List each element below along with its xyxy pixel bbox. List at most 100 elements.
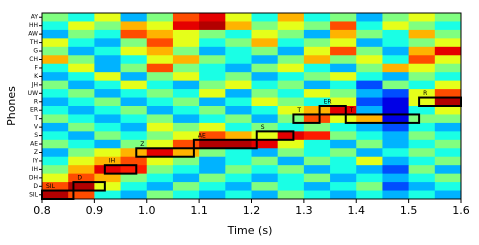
heatmap-cell — [68, 114, 95, 124]
heatmap-cell — [277, 190, 305, 200]
heatmap-cell — [172, 72, 200, 82]
heatmap-cell — [434, 89, 462, 99]
heatmap-cell — [146, 97, 174, 107]
heatmap-cell — [146, 80, 174, 90]
heatmap-cell — [303, 156, 331, 166]
heatmap-cell — [225, 139, 252, 149]
heatmap-cell — [68, 131, 95, 141]
heatmap-cell — [146, 46, 174, 56]
heatmap-cell — [251, 55, 279, 65]
heatmap-cell — [199, 114, 226, 124]
heatmap-cell — [94, 148, 122, 158]
heatmap-cell — [68, 190, 95, 200]
heatmap-cell — [42, 29, 69, 39]
heatmap-cell — [303, 21, 331, 31]
heatmap-cell — [172, 106, 200, 115]
x-tick-label: 1.6 — [452, 204, 470, 217]
heatmap-cell — [42, 55, 69, 65]
heatmap-cell — [146, 139, 174, 149]
heatmap-cell — [146, 182, 174, 192]
heatmap-cell — [94, 114, 122, 124]
heatmap-cell — [225, 97, 252, 107]
heatmap-cell — [146, 156, 174, 166]
heatmap-cell — [94, 106, 122, 115]
heatmap-cell — [330, 156, 357, 166]
heatmap-cell — [172, 46, 200, 56]
segment-label: T — [349, 107, 354, 114]
heatmap-cell — [277, 122, 305, 132]
heatmap-cell — [251, 131, 279, 141]
heatmap-cell — [68, 21, 95, 31]
heatmap-cell — [330, 63, 357, 73]
segment-label: D — [77, 175, 82, 182]
heatmap-cell — [434, 165, 462, 175]
heatmap-cell — [94, 63, 122, 73]
y-tick-label: DH — [29, 174, 38, 181]
heatmap-cell — [172, 156, 200, 166]
heatmap-cell — [330, 122, 357, 132]
heatmap-cell — [382, 63, 410, 73]
heatmap-cell — [146, 114, 174, 124]
heatmap-cell — [408, 165, 436, 175]
heatmap-cell — [94, 122, 122, 132]
heatmap-cell — [382, 106, 410, 115]
heatmap-cell — [94, 21, 122, 31]
heatmap-cell — [120, 173, 148, 183]
heatmap-cell — [382, 46, 410, 56]
heatmap-cell — [42, 38, 69, 48]
heatmap-cell — [408, 182, 436, 192]
heatmap-cell — [356, 114, 383, 124]
heatmap-cell — [120, 131, 148, 141]
heatmap-cell — [172, 122, 200, 132]
heatmap-cell — [120, 72, 148, 82]
heatmap-cell — [146, 29, 174, 39]
heatmap-cell — [251, 97, 279, 107]
x-tick-label: 1.1 — [190, 204, 208, 217]
heatmap-cell — [251, 173, 279, 183]
heatmap-cell — [42, 89, 69, 99]
heatmap-cell — [42, 21, 69, 31]
heatmap-cell — [199, 38, 226, 48]
heatmap-cell — [434, 173, 462, 183]
heatmap-cell — [356, 55, 383, 65]
heatmap-cell — [382, 72, 410, 82]
segment-label: SIL — [46, 183, 56, 190]
heatmap-cell — [172, 114, 200, 124]
heatmap-cell — [277, 72, 305, 82]
x-tick-label: 1.5 — [400, 204, 418, 217]
heatmap-cell — [146, 63, 174, 73]
heatmap-cell — [42, 80, 69, 90]
heatmap-cell — [120, 55, 148, 65]
heatmap-cell — [356, 89, 383, 99]
y-tick-label: ER — [30, 107, 38, 114]
heatmap-cell — [408, 139, 436, 149]
heatmap-cell — [330, 139, 357, 149]
heatmap-cell — [330, 165, 357, 175]
heatmap-cell — [199, 21, 226, 31]
heatmap-cell — [434, 131, 462, 141]
heatmap-cell — [172, 173, 200, 183]
heatmap-cell — [225, 46, 252, 56]
heatmap-cell — [42, 72, 69, 82]
heatmap-cell — [408, 106, 436, 115]
heatmap-cell — [172, 148, 200, 158]
heatmap-cell — [330, 55, 357, 65]
heatmap-cell — [94, 131, 122, 141]
heatmap-cell — [330, 190, 357, 200]
alignment-box — [72, 181, 106, 192]
heatmap-cell — [42, 106, 69, 115]
heatmap-cell — [94, 13, 122, 22]
heatmap-cell — [42, 13, 69, 22]
heatmap-cell — [251, 38, 279, 48]
heatmap-cell — [199, 80, 226, 90]
heatmap-cell — [225, 55, 252, 65]
heatmap-cell — [382, 131, 410, 141]
heatmap-cell — [199, 72, 226, 82]
heatmap-cell — [434, 122, 462, 132]
heatmap-cell — [225, 190, 252, 200]
heatmap-cell — [42, 156, 69, 166]
heatmap-cell — [199, 97, 226, 107]
y-tick-label: T — [33, 115, 38, 122]
heatmap-cell — [382, 38, 410, 48]
segment-label: S — [261, 124, 265, 131]
